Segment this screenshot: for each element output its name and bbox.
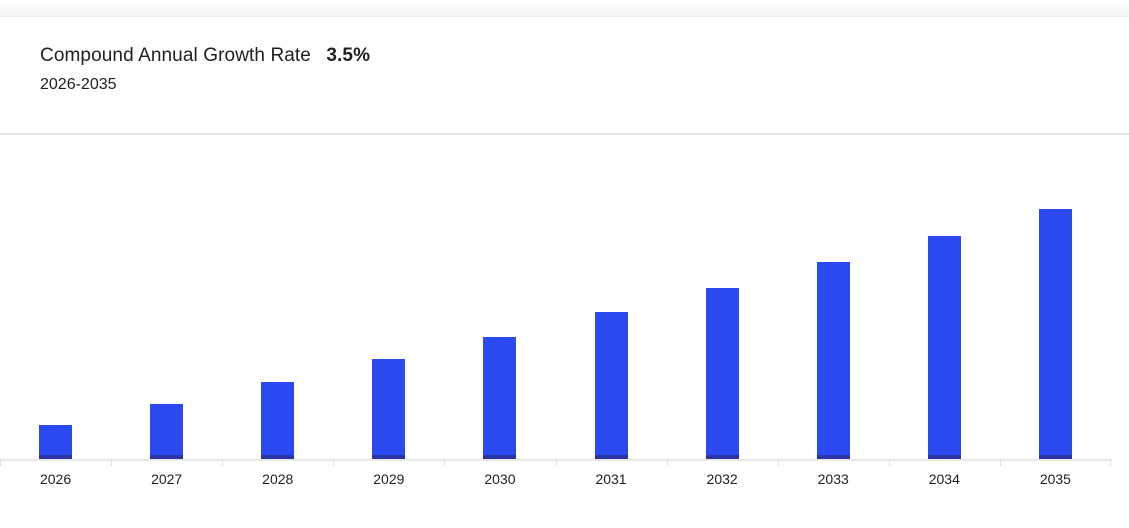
bar-2030 (483, 337, 517, 459)
bar-cell-2032 (667, 209, 778, 459)
x-tick-label-2033: 2033 (817, 471, 849, 487)
x-axis-tick (1110, 459, 1111, 466)
x-axis-tick (555, 459, 557, 466)
x-axis-tick (777, 459, 779, 466)
x-axis-tick (222, 459, 224, 466)
chart-header: Compound Annual Growth Rate 3.5% 2026-20… (0, 17, 1129, 97)
x-axis-tick (666, 459, 668, 466)
bar-cell-2031 (555, 209, 666, 459)
x-axis-tick (999, 459, 1001, 466)
bar-cell-2028 (222, 209, 333, 459)
bar-2034 (927, 236, 961, 459)
x-axis-tick (333, 459, 335, 466)
bar-2028 (261, 382, 295, 459)
bar-cell-2035 (1000, 209, 1111, 459)
x-tick-label-2035: 2035 (1039, 471, 1071, 487)
bar-cell-2034 (889, 209, 1000, 459)
bar-2029 (372, 359, 406, 459)
bar-cell-2033 (778, 209, 889, 459)
chart-subtitle: 2026-2035 (40, 76, 117, 93)
x-axis-tick (111, 459, 113, 466)
bar-2031 (594, 312, 628, 459)
bar-cell-2029 (333, 209, 444, 459)
cagr-bar-chart: 2026 2027 2028 2029 2030 2031 2032 2033 2034 2035 (0, 209, 1129, 489)
bar-2026 (39, 425, 73, 459)
bar-cell-2026 (0, 209, 111, 459)
bar-2035 (1038, 209, 1072, 459)
x-axis-line (0, 459, 1112, 466)
x-tick-label-2026: 2026 (39, 471, 72, 487)
title-row: Compound Annual Growth Rate 3.5% (40, 43, 1129, 69)
header-divider (0, 133, 1129, 135)
x-tick-label-2029: 2029 (373, 471, 405, 487)
top-divider-band (0, 0, 1129, 17)
plot-area (0, 209, 1111, 459)
chart-title: Compound Annual Growth Rate (40, 45, 311, 66)
x-axis-labels: 2026 2027 2028 2029 2030 2031 2032 2033 2034 2035 (0, 469, 1111, 489)
bar-cell-2027 (111, 209, 222, 459)
x-axis-tick (444, 459, 446, 466)
x-axis-tick (888, 459, 890, 466)
bar-2032 (705, 288, 739, 459)
x-tick-label-2028: 2028 (262, 471, 294, 487)
x-tick-label-2032: 2032 (706, 471, 738, 487)
bar-cell-2030 (444, 209, 555, 459)
x-axis-tick (0, 459, 1, 466)
x-tick-label-2034: 2034 (928, 471, 960, 487)
x-tick-label-2030: 2030 (484, 471, 516, 487)
x-tick-label-2031: 2031 (595, 471, 627, 487)
cagr-value: 3.5% (326, 45, 371, 66)
bar-2027 (150, 404, 184, 459)
x-tick-label-2027: 2027 (151, 471, 183, 487)
bar-2033 (816, 262, 850, 459)
